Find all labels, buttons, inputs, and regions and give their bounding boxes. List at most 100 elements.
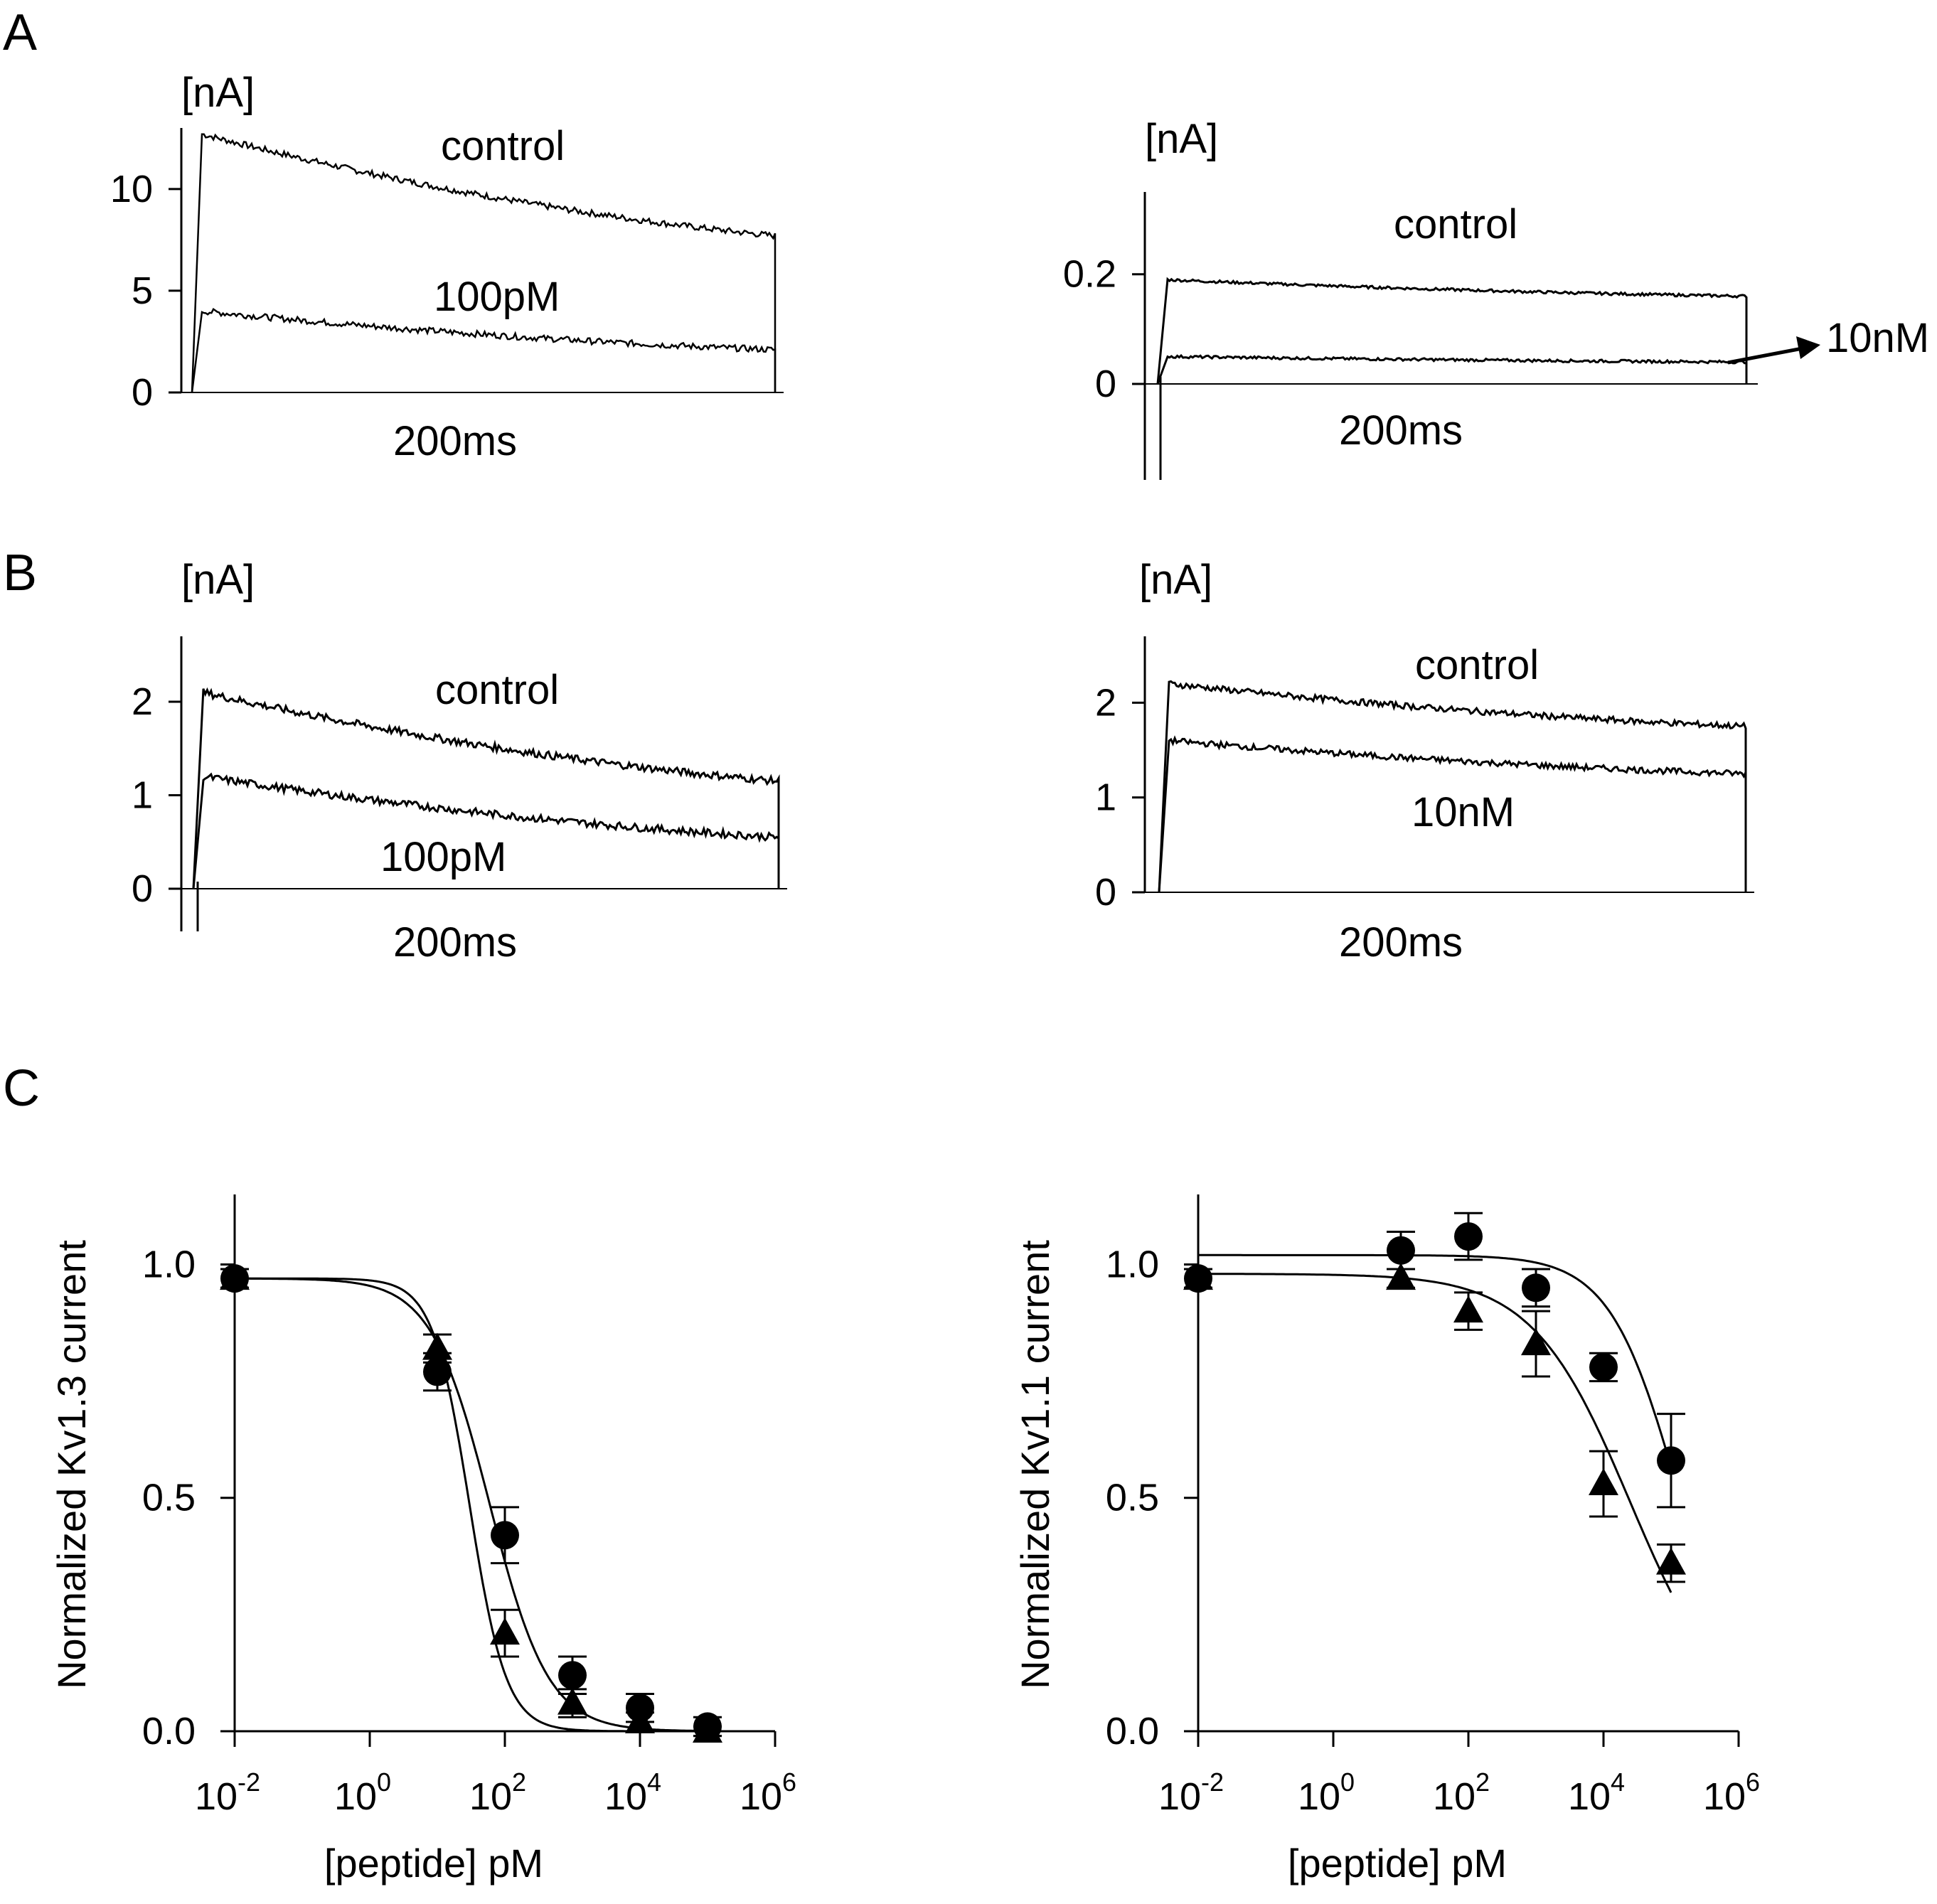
trace-line-10nM xyxy=(1156,353,1748,385)
x-tick-base: 10 xyxy=(1158,1775,1201,1818)
unit-label: [nA] xyxy=(1145,116,1218,162)
fit-curve-circle xyxy=(235,1277,708,1733)
trace-line-control xyxy=(191,133,777,393)
trace-label: 10nM xyxy=(1412,789,1515,835)
x-tick-label: 100 xyxy=(334,1767,391,1818)
trace-panel-b-right: [nA] 0 1 2 control 10nM 200ms xyxy=(1095,557,1754,966)
data-point-triangle xyxy=(1183,1263,1213,1290)
trace-panel-a-left: [nA] 0 5 10 control 100pM 200ms xyxy=(110,70,784,464)
y-tick-label: 0.0 xyxy=(1106,1710,1159,1753)
x-axis-label: [peptide] pM xyxy=(1288,1841,1507,1886)
trace-label: control xyxy=(441,123,565,169)
y-tick-label: 0.5 xyxy=(142,1477,196,1519)
y-tick-label: 0.5 xyxy=(1106,1477,1159,1519)
x-tick-label: 10-2 xyxy=(1158,1767,1224,1818)
data-point-triangle xyxy=(490,1617,520,1645)
trace-label: control xyxy=(435,667,559,713)
arrow-line xyxy=(1727,346,1807,365)
time-label: 200ms xyxy=(1339,407,1463,454)
data-point-triangle xyxy=(422,1332,452,1360)
y-tick-label: 1 xyxy=(132,774,153,817)
x-tick-base: 10 xyxy=(1703,1775,1746,1818)
x-tick-exponent: 0 xyxy=(1340,1767,1355,1797)
y-tick-label: 0 xyxy=(1095,363,1116,405)
data-point-circle xyxy=(1589,1352,1618,1381)
x-tick-base: 10 xyxy=(334,1775,377,1818)
unit-label: [nA] xyxy=(181,557,255,603)
data-point-circle xyxy=(1454,1222,1483,1251)
y-tick-label: 0 xyxy=(132,867,153,910)
panel-label-c: C xyxy=(3,1060,40,1117)
data-point-triangle xyxy=(693,1716,722,1743)
trace-line-control xyxy=(1156,277,1748,385)
y-tick-label: 1.0 xyxy=(1106,1243,1159,1285)
x-tick-exponent: 4 xyxy=(647,1767,661,1797)
dose-response-kv13: 0.00.51.010-2 100 102 104 106[peptide] pMNor… xyxy=(49,1194,796,1886)
fit-curve-triangle xyxy=(235,1277,708,1733)
trace-label: 10nM xyxy=(1826,315,1929,361)
trace-label: control xyxy=(1415,642,1539,688)
y-tick-label: 2 xyxy=(132,680,153,723)
data-point-circle xyxy=(1522,1273,1550,1303)
trace-label: control xyxy=(1394,201,1517,247)
x-tick-base: 10 xyxy=(1433,1775,1476,1818)
x-tick-base: 10 xyxy=(469,1775,512,1818)
x-tick-exponent: 4 xyxy=(1611,1767,1625,1797)
data-point-triangle xyxy=(625,1706,655,1733)
x-tick-exponent: 2 xyxy=(1476,1767,1490,1797)
unit-label: [nA] xyxy=(181,70,255,116)
data-point-circle xyxy=(491,1521,519,1550)
data-point-triangle xyxy=(1386,1263,1416,1290)
trace-line-100pM xyxy=(192,772,780,889)
trace-line-control xyxy=(1158,680,1747,893)
trace-label: 100pM xyxy=(434,274,560,320)
y-tick-label: 5 xyxy=(132,269,153,312)
time-label: 200ms xyxy=(393,919,517,966)
x-tick-base: 10 xyxy=(604,1775,647,1818)
x-tick-exponent: 0 xyxy=(377,1767,391,1797)
data-point-circle xyxy=(558,1661,587,1690)
time-label: 200ms xyxy=(1339,919,1463,966)
x-tick-label: 10-2 xyxy=(195,1767,260,1818)
x-tick-exponent: -2 xyxy=(238,1767,260,1797)
dose-response-kv11: 0.00.51.010-2 100 102 104 106[peptide] pMNor… xyxy=(1013,1194,1760,1886)
arrow-head xyxy=(1796,336,1820,359)
trace-line-100pM xyxy=(191,307,777,393)
x-tick-exponent: 6 xyxy=(1746,1767,1760,1797)
data-point-circle xyxy=(1657,1446,1685,1475)
trace-panel-a-right: [nA] 0 0.2 control 10nM 200ms xyxy=(1063,116,1929,480)
x-tick-exponent: -2 xyxy=(1201,1767,1224,1797)
data-point-triangle xyxy=(220,1263,250,1290)
time-label: 200ms xyxy=(393,418,517,464)
y-tick-label: 0.0 xyxy=(142,1710,196,1753)
trace-line-control xyxy=(192,687,780,889)
x-tick-exponent: 2 xyxy=(512,1767,526,1797)
data-point-triangle xyxy=(1656,1547,1686,1575)
x-tick-label: 100 xyxy=(1298,1767,1355,1818)
data-point-triangle xyxy=(557,1687,587,1715)
y-tick-label: 0 xyxy=(1095,871,1116,914)
x-tick-base: 10 xyxy=(1298,1775,1340,1818)
data-point-triangle xyxy=(1453,1295,1483,1323)
data-point-triangle xyxy=(1589,1468,1618,1496)
x-tick-label: 106 xyxy=(740,1767,796,1818)
trace-label: 100pM xyxy=(380,834,506,880)
y-axis-label: Normalized Kv1.3 current xyxy=(49,1240,94,1689)
x-tick-base: 10 xyxy=(195,1775,238,1818)
y-tick-label: 1.0 xyxy=(142,1243,196,1285)
x-tick-base: 10 xyxy=(740,1775,782,1818)
data-point-circle xyxy=(423,1357,452,1386)
y-tick-label: 0 xyxy=(132,371,153,414)
y-tick-label: 1 xyxy=(1095,776,1116,819)
x-tick-label: 102 xyxy=(1433,1767,1490,1818)
y-axis-label: Normalized Kv1.1 current xyxy=(1013,1240,1057,1689)
unit-label: [nA] xyxy=(1139,557,1212,603)
data-point-triangle xyxy=(1521,1328,1551,1356)
y-tick-label: 2 xyxy=(1095,681,1116,724)
fit-curve-circle xyxy=(1198,1253,1672,1467)
x-tick-label: 106 xyxy=(1703,1767,1760,1818)
y-tick-label: 0.2 xyxy=(1063,253,1116,296)
panel-label-b: B xyxy=(3,545,37,601)
trace-line-10nM xyxy=(1158,735,1747,893)
